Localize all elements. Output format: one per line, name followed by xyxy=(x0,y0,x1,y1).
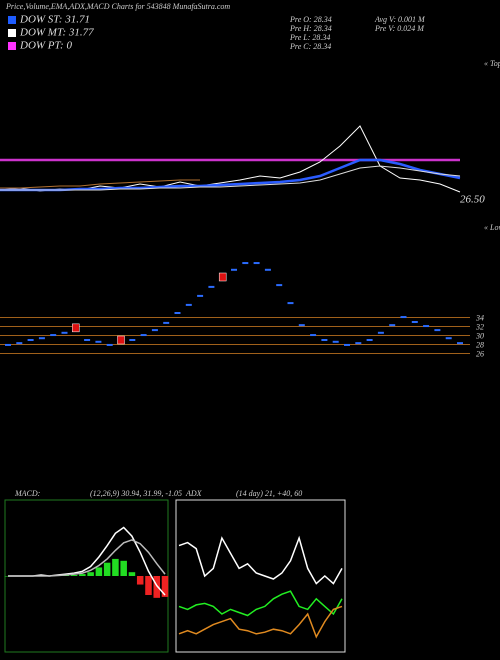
stat: Avg V: 0.001 M xyxy=(374,15,426,24)
point xyxy=(321,339,328,341)
panel-title: ADX xyxy=(185,489,203,498)
legend-swatch xyxy=(8,16,16,24)
panel-subtitle: (14 day) 21, +40, 60 xyxy=(236,489,302,498)
histogram-bar xyxy=(128,572,136,576)
point xyxy=(231,268,237,271)
histogram-bar xyxy=(87,572,94,576)
line xyxy=(0,158,461,192)
stat: Pre H: 28.34 xyxy=(289,24,332,33)
point xyxy=(208,285,215,288)
point xyxy=(129,339,136,341)
point xyxy=(434,329,441,332)
highlight-point xyxy=(72,323,80,333)
stat: Pre O: 28.34 xyxy=(289,15,332,24)
annotation: « Lows xyxy=(484,223,500,232)
histogram-bar xyxy=(161,576,169,597)
point xyxy=(423,325,430,328)
y-tick-label: 30 xyxy=(475,331,484,340)
stat: Pre C: 28.34 xyxy=(289,42,331,51)
line xyxy=(178,535,343,585)
histogram-bar xyxy=(95,567,103,576)
point xyxy=(106,343,113,346)
y-tick-label: 28 xyxy=(476,340,484,349)
point xyxy=(61,331,68,334)
point xyxy=(174,312,181,314)
point xyxy=(95,340,102,343)
legend-label: DOW ST: 31.71 xyxy=(19,14,90,26)
point xyxy=(457,342,463,345)
point xyxy=(84,339,91,341)
point xyxy=(287,302,294,305)
y-tick-label: 34 xyxy=(475,313,484,322)
histogram-bar xyxy=(136,576,144,585)
point xyxy=(185,303,192,306)
point xyxy=(298,324,305,327)
y-tick-label: 32 xyxy=(475,322,484,331)
point xyxy=(50,334,57,337)
line xyxy=(178,590,343,617)
point xyxy=(151,329,158,332)
line xyxy=(0,179,200,189)
line xyxy=(178,605,343,639)
point xyxy=(377,331,384,334)
legend-label: DOW MT: 31.77 xyxy=(19,27,94,39)
y-tick-label: 26.50 xyxy=(460,194,485,206)
point xyxy=(366,339,373,341)
y-tick-label: 26 xyxy=(476,349,484,358)
histogram-bar xyxy=(153,576,160,598)
legend-swatch xyxy=(8,29,16,37)
point xyxy=(197,294,204,297)
histogram-bar xyxy=(145,576,152,595)
point xyxy=(411,321,418,323)
point xyxy=(27,339,34,341)
stat: Pre L: 28.34 xyxy=(289,33,330,42)
point xyxy=(38,337,45,340)
point xyxy=(140,334,147,337)
line xyxy=(0,165,461,191)
point xyxy=(332,340,339,343)
point xyxy=(16,342,23,345)
annotation: « Tops xyxy=(484,59,500,68)
point xyxy=(344,343,350,346)
point xyxy=(253,262,260,265)
point xyxy=(355,342,362,345)
histogram-bar xyxy=(79,574,86,576)
point xyxy=(310,334,317,337)
chart-title: Price,Volume,EMA,ADX,MACD Charts for 543… xyxy=(5,2,230,11)
legend-label: DOW PT: 0 xyxy=(19,40,72,52)
highlight-point xyxy=(117,335,125,345)
point xyxy=(163,321,170,324)
legend-swatch xyxy=(8,42,16,50)
panel-title: MACD: xyxy=(14,489,41,498)
panel xyxy=(175,499,346,653)
point xyxy=(400,316,407,319)
line xyxy=(8,539,166,577)
point xyxy=(264,268,271,271)
highlight-point xyxy=(218,272,227,282)
histogram-bar xyxy=(120,560,127,576)
point xyxy=(389,324,396,327)
point xyxy=(445,337,452,340)
point xyxy=(242,262,249,265)
stat: Pre V: 0.024 M xyxy=(374,24,425,33)
histogram-bar xyxy=(112,558,119,576)
point xyxy=(5,343,11,346)
panel-subtitle: (12,26,9) 30.94, 31.99, -1.05 xyxy=(90,489,182,498)
histogram-bar xyxy=(103,562,111,576)
histogram-bar xyxy=(70,575,78,576)
point xyxy=(276,284,283,287)
